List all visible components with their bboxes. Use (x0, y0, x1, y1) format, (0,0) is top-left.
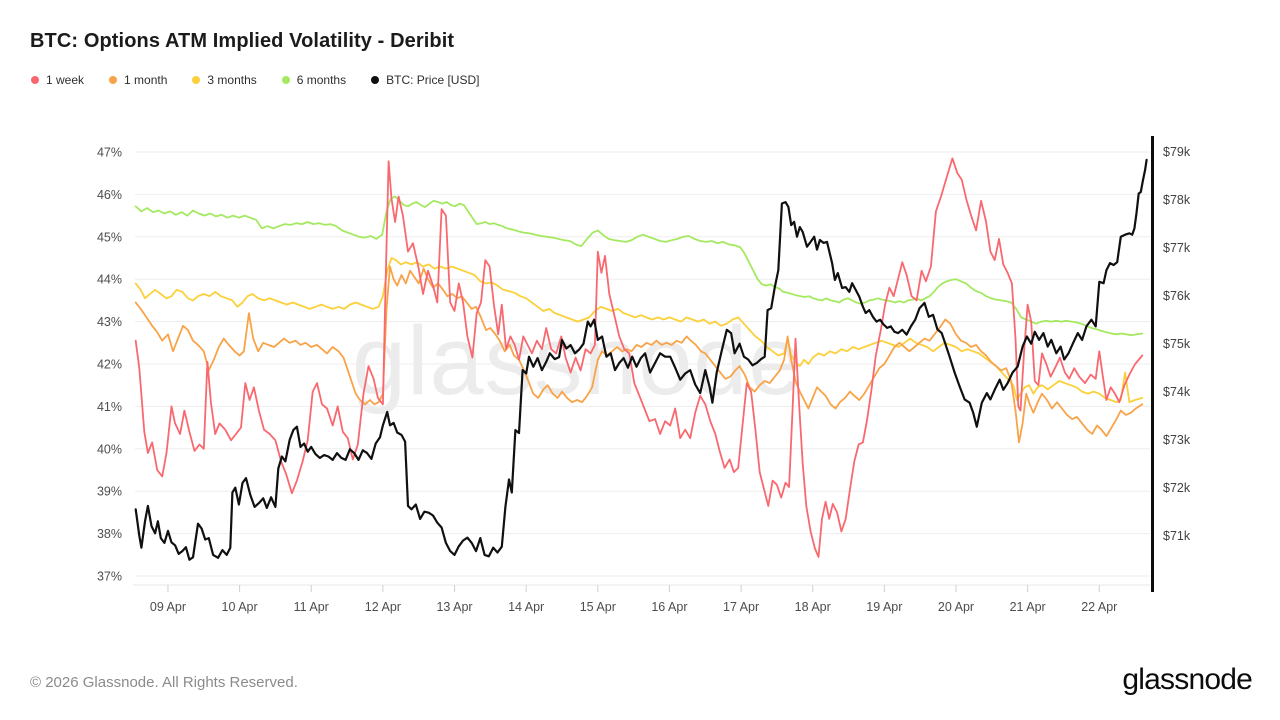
legend-dot-icon (192, 76, 201, 84)
svg-text:43%: 43% (97, 315, 122, 329)
svg-text:$73k: $73k (1163, 433, 1191, 447)
svg-text:40%: 40% (97, 442, 122, 456)
svg-text:22 Apr: 22 Apr (1081, 600, 1117, 614)
legend-item-6-months[interactable]: 6 months (281, 73, 347, 87)
legend-label: 1 week (46, 73, 85, 87)
svg-text:39%: 39% (97, 485, 122, 499)
svg-text:19 Apr: 19 Apr (866, 600, 902, 614)
legend-dot-icon (281, 76, 290, 84)
chart-legend: 1 week 1 month 3 months 6 months BTC: Pr… (31, 73, 479, 87)
copyright-text: © 2026 Glassnode. All Rights Reserved. (30, 674, 298, 691)
svg-text:46%: 46% (97, 188, 122, 202)
svg-text:10 Apr: 10 Apr (222, 600, 258, 614)
svg-text:11 Apr: 11 Apr (294, 600, 329, 614)
svg-text:41%: 41% (97, 400, 122, 414)
page-title: BTC: Options ATM Implied Volatility - De… (30, 30, 455, 52)
svg-text:38%: 38% (97, 527, 122, 541)
svg-text:20 Apr: 20 Apr (938, 600, 974, 614)
chart-canvas[interactable]: 09 Apr 10 Apr 11 Apr 12 Apr 13 Apr 14 Apr 15 A… (0, 0, 1280, 660)
legend-label: 1 month (124, 73, 168, 87)
svg-text:14 Apr: 14 Apr (508, 600, 544, 614)
svg-text:$74k: $74k (1163, 385, 1191, 399)
gridlines (135, 151, 1150, 577)
legend-label: 3 months (207, 73, 257, 87)
legend-item-btc-price[interactable]: BTC: Price [USD] (371, 73, 479, 87)
svg-text:45%: 45% (97, 230, 122, 244)
svg-text:16 Apr: 16 Apr (651, 600, 687, 614)
svg-text:$75k: $75k (1163, 337, 1191, 351)
svg-text:42%: 42% (97, 358, 122, 372)
svg-text:$79k: $79k (1163, 145, 1191, 159)
series-line-6-months (134, 195, 1144, 337)
svg-text:12 Apr: 12 Apr (365, 600, 401, 614)
series-line-1-week (134, 157, 1144, 558)
svg-text:$71k: $71k (1163, 529, 1191, 543)
y-axis-right: $71k $72k $73k $74k $75k $76k $77k $78k $79k (1151, 136, 1191, 592)
x-axis: 09 Apr 10 Apr 11 Apr 12 Apr 13 Apr 14 Apr 15 A… (133, 584, 1150, 614)
legend-label: 6 months (296, 73, 347, 87)
svg-text:09 Apr: 09 Apr (150, 600, 186, 614)
y-axis-left: 37% 38% 39% 40% 41% 42% 43% 44% 45% 46% 47% (97, 146, 122, 584)
glassnode-logo: glassnode (1122, 663, 1252, 696)
svg-text:$76k: $76k (1163, 289, 1191, 303)
svg-text:47%: 47% (97, 146, 122, 160)
legend-dot-icon (31, 76, 39, 84)
series-line-btc-price-usd- (134, 158, 1148, 561)
legend-item-1-week[interactable]: 1 week (31, 73, 84, 87)
series-lines (134, 157, 1148, 561)
svg-text:$78k: $78k (1163, 193, 1191, 207)
legend-dot-icon (109, 76, 118, 84)
svg-text:17 Apr: 17 Apr (723, 600, 759, 614)
svg-text:44%: 44% (97, 273, 122, 287)
svg-text:$72k: $72k (1163, 481, 1191, 495)
legend-item-1-month[interactable]: 1 month (109, 73, 167, 87)
svg-text:37%: 37% (97, 570, 122, 584)
legend-item-3-months[interactable]: 3 months (192, 73, 257, 87)
series-line-3-months (134, 257, 1144, 404)
svg-text:21 Apr: 21 Apr (1010, 600, 1046, 614)
svg-text:18 Apr: 18 Apr (795, 600, 831, 614)
legend-dot-icon (371, 76, 380, 84)
series-line-1-month (134, 265, 1144, 444)
legend-label: BTC: Price [USD] (386, 73, 480, 87)
svg-text:13 Apr: 13 Apr (436, 600, 472, 614)
svg-text:15 Apr: 15 Apr (580, 600, 616, 614)
svg-text:$77k: $77k (1163, 241, 1191, 255)
